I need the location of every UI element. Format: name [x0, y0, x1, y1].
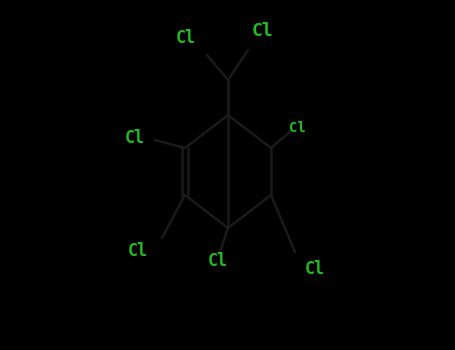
- Text: Cl: Cl: [289, 121, 306, 135]
- Text: Cl: Cl: [252, 22, 274, 40]
- Text: Cl: Cl: [125, 129, 145, 147]
- Text: Cl: Cl: [128, 242, 148, 260]
- Text: Cl: Cl: [208, 252, 228, 270]
- Text: Cl: Cl: [176, 29, 196, 47]
- Text: Cl: Cl: [305, 260, 325, 278]
